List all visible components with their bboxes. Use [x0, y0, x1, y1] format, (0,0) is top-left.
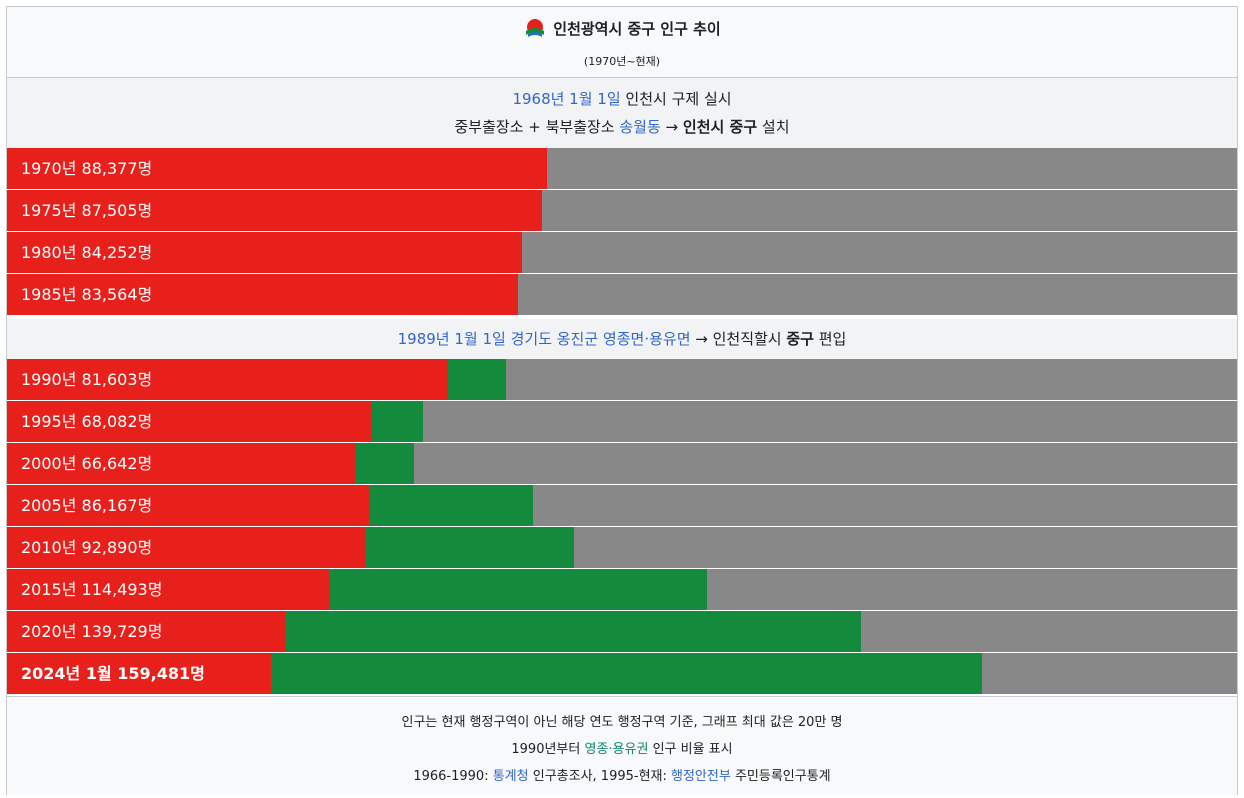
- source-resident-stats: 주민등록인구통계: [730, 769, 831, 784]
- bar-segment-original-area: [7, 232, 522, 273]
- note-1989-end: 편입: [813, 330, 847, 348]
- bar-label: 1975년 87,505명: [21, 201, 153, 220]
- bar-segment-yeongjong-yongyu: [369, 485, 533, 526]
- bar-label: 1970년 88,377명: [21, 159, 153, 178]
- bar-row: 1975년 87,505명: [7, 190, 1237, 231]
- bar-row: 1990년 81,603명: [7, 359, 1237, 400]
- bar-segment-yeongjong-yongyu: [448, 359, 506, 400]
- bar-segment-original-area: [7, 190, 542, 231]
- bar-chart: 1970년 88,377명 1975년 87,505명 1980년 84,252명 1…: [7, 7, 1237, 794]
- bar-segment-yeongjong-yongyu: [366, 527, 574, 568]
- bar-segment-original-area: [7, 443, 356, 484]
- bar-segment-original-area: [7, 569, 329, 610]
- bar-segment-original-area: [7, 485, 369, 526]
- bar-label: 1985년 83,564명: [21, 285, 153, 304]
- arrow-text: →: [660, 118, 683, 136]
- bar-label: 1980년 84,252명: [21, 243, 153, 262]
- bar-segment-yeongjong-yongyu: [372, 401, 423, 442]
- bar-row: 2024년 1월 159,481명: [7, 653, 1237, 694]
- note-1968-line2: 중부출장소 + 북부출장소 송월동 → 인천시 중구 설치: [7, 113, 1237, 141]
- bar-label: 2000년 66,642명: [21, 454, 153, 473]
- bar-row: 1970년 88,377명: [7, 148, 1237, 189]
- bar-segment-yeongjong-yongyu: [356, 443, 414, 484]
- bar-label: 2010년 92,890명: [21, 538, 153, 557]
- chart-footer: 인구는 현재 행정구역이 아닌 해당 연도 행정구역 기준, 그래프 최대 값은…: [7, 696, 1237, 795]
- footer-sources: 1966-1990: 통계청 인구총조사, 1995-현재: 행정안전부 주민등…: [7, 765, 1237, 784]
- bar-segment-original-area: [7, 653, 271, 694]
- note-1968-end: 설치: [757, 118, 790, 136]
- bar-row: 2010년 92,890명: [7, 527, 1237, 568]
- songwol-dong-link[interactable]: 송월동: [619, 118, 661, 136]
- source-period-2: 인구총조사, 1995-현재:: [528, 769, 672, 784]
- chart-title: 인천광역시 중구 인구 추이: [553, 19, 721, 38]
- bar-segment-original-area: [7, 274, 518, 315]
- bar-row: 2020년 139,729명: [7, 611, 1237, 652]
- date-link-1968[interactable]: 1968년 1월 1일: [512, 90, 621, 108]
- note-1989-arrow: → 인천직할시: [690, 330, 787, 348]
- bar-segment-yeongjong-yongyu: [271, 653, 982, 694]
- footer-ratio-suffix: 인구 비율 표시: [648, 742, 733, 757]
- bar-label: 1990년 81,603명: [21, 370, 153, 389]
- note-1989: 1989년 1월 1일 경기도 옹진군 영종면·용유면 → 인천직할시 중구 편…: [7, 319, 1237, 359]
- bar-label: 2020년 139,729명: [21, 622, 163, 641]
- bar-segment-yeongjong-yongyu: [329, 569, 707, 610]
- mois-link[interactable]: 행정안전부: [671, 769, 731, 784]
- bar-row: 2015년 114,493명: [7, 569, 1237, 610]
- chart-header: 인천광역시 중구 인구 추이 (1970년~현재): [7, 7, 1237, 78]
- yeongjong-yongyu-text: 영종·용유권: [584, 742, 649, 757]
- chart-frame: 인천광역시 중구 인구 추이 (1970년~현재) 1968년 1월 1일 인천…: [6, 6, 1238, 795]
- incheon-emblem-icon: [526, 19, 545, 37]
- incheon-junggu-text: 인천시 중구: [682, 118, 758, 136]
- footer-note-ratio: 1990년부터 영종·용유권 인구 비율 표시: [7, 738, 1237, 757]
- annexation-link[interactable]: 1989년 1월 1일 경기도 옹진군 영종면·용유면: [397, 330, 691, 348]
- note-1968: 1968년 1월 1일 인천시 구제 실시 중부출장소 + 북부출장소 송월동 …: [7, 78, 1237, 148]
- note-1968-line1: 1968년 1월 1일 인천시 구제 실시: [7, 85, 1237, 113]
- title-row: 인천광역시 중구 인구 추이: [7, 16, 1237, 40]
- bar-label: 2024년 1월 159,481명: [21, 664, 205, 683]
- bar-row: 2000년 66,642명: [7, 443, 1237, 484]
- source-period-1: 1966-1990:: [413, 769, 493, 784]
- bar-label: 1995년 68,082명: [21, 412, 153, 431]
- chart-subtitle: (1970년~현재): [583, 55, 661, 68]
- note-1968-text: 인천시 구제 실시: [620, 90, 732, 108]
- bar-row: 1995년 68,082명: [7, 401, 1237, 442]
- bar-row: 1980년 84,252명: [7, 232, 1237, 273]
- statistics-korea-link[interactable]: 통계청: [492, 769, 529, 784]
- bar-segment-original-area: [7, 148, 547, 189]
- bar-label: 2005년 86,167명: [21, 496, 153, 515]
- bar-segment-original-area: [7, 527, 366, 568]
- bar-segment-original-area: [7, 359, 448, 400]
- bar-segment-original-area: [7, 401, 372, 442]
- bar-row: 2005년 86,167명: [7, 485, 1237, 526]
- bar-segment-original-area: [7, 611, 286, 652]
- footer-note-basis: 인구는 현재 행정구역이 아닌 해당 연도 행정구역 기준, 그래프 최대 값은…: [401, 715, 843, 730]
- junggu-bold: 중구: [786, 330, 814, 348]
- note-1968-offices: 중부출장소 + 북부출장소: [454, 118, 620, 136]
- bar-segment-yeongjong-yongyu: [286, 611, 861, 652]
- footer-ratio-prefix: 1990년부터: [511, 742, 585, 757]
- bar-label: 2015년 114,493명: [21, 580, 163, 599]
- bar-row: 1985년 83,564명: [7, 274, 1237, 315]
